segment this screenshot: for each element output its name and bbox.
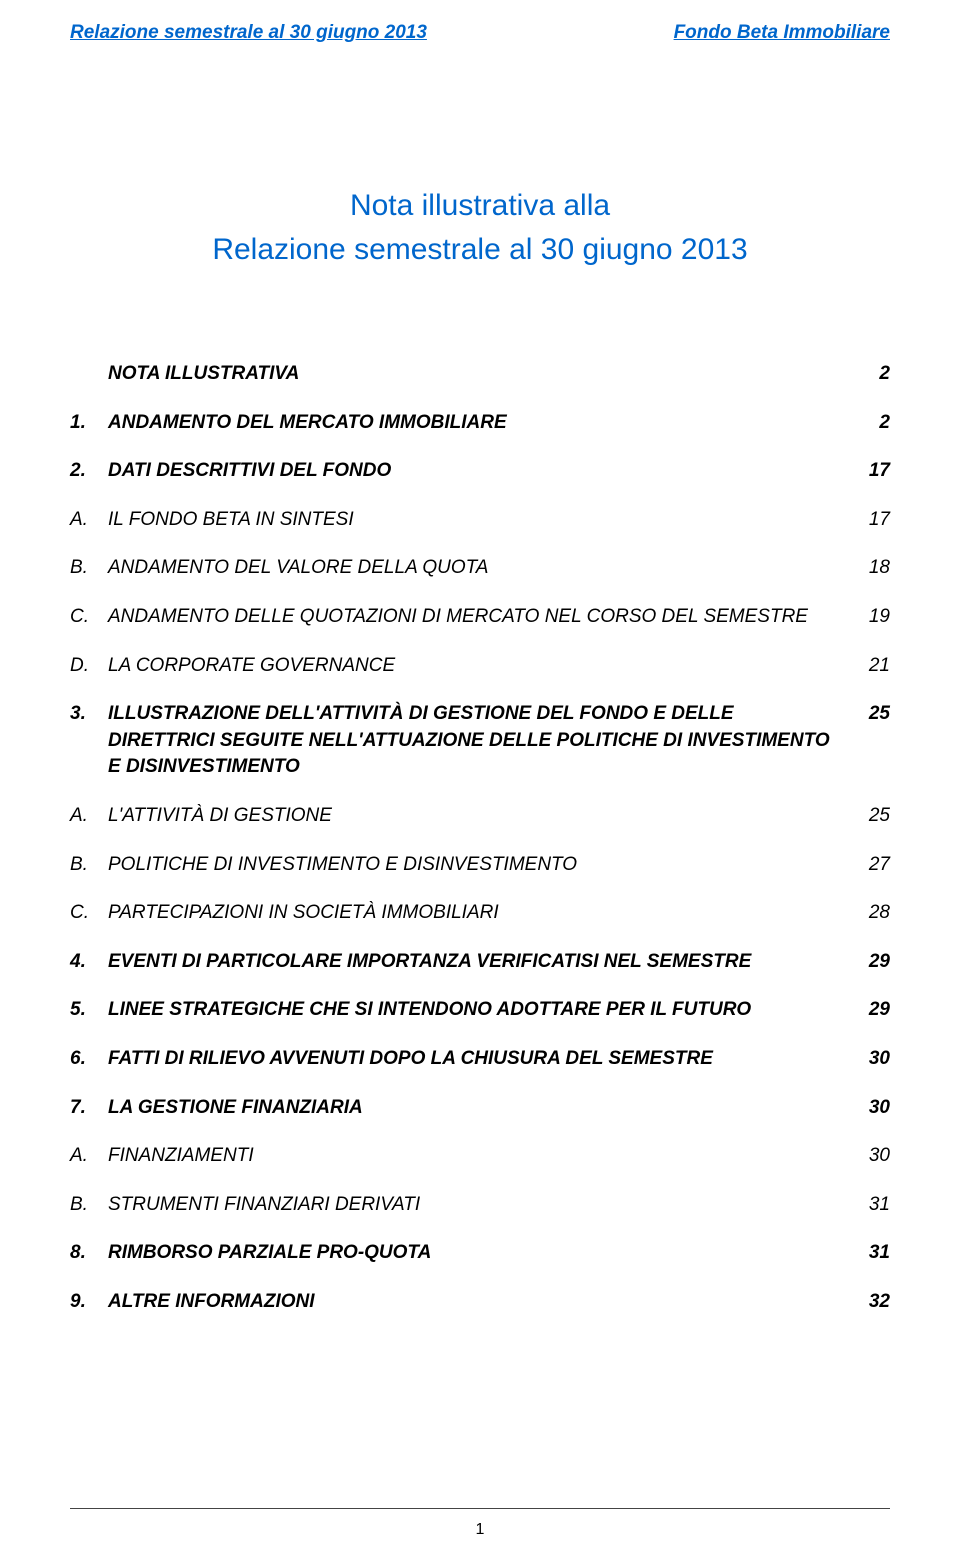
title-block: Nota illustrativa alla Relazione semestr…: [0, 184, 960, 271]
header-left: Relazione semestrale al 30 giugno 2013: [70, 22, 427, 44]
toc-marker: D.: [70, 653, 108, 680]
toc-page: 30: [850, 1095, 890, 1122]
toc-page: 18: [850, 555, 890, 582]
toc-marker: A.: [70, 507, 108, 534]
toc-page: 2: [850, 410, 890, 437]
toc-label: LA CORPORATE GOVERNANCE: [108, 653, 850, 680]
toc-label: ANDAMENTO DEL MERCATO IMMOBILIARE: [108, 410, 850, 437]
toc-marker: 3.: [70, 701, 108, 728]
toc-marker: B.: [70, 852, 108, 879]
page: Relazione semestrale al 30 giugno 2013 F…: [0, 0, 960, 1563]
toc-row: D.LA CORPORATE GOVERNANCE21: [70, 653, 890, 680]
header-right: Fondo Beta Immobiliare: [674, 22, 890, 44]
toc-label: IL FONDO BETA IN SINTESI: [108, 507, 850, 534]
toc-marker: 1.: [70, 410, 108, 437]
toc-label: FATTI DI RILIEVO AVVENUTI DOPO LA CHIUSU…: [108, 1046, 850, 1073]
toc-marker: B.: [70, 1192, 108, 1219]
toc-row: C.PARTECIPAZIONI IN SOCIETÀ IMMOBILIARI2…: [70, 900, 890, 927]
toc-marker: 4.: [70, 949, 108, 976]
toc-row: 5.LINEE STRATEGICHE CHE SI INTENDONO ADO…: [70, 997, 890, 1024]
toc-page: 31: [850, 1192, 890, 1219]
toc-label: NOTA ILLUSTRATIVA: [108, 361, 850, 388]
toc-marker: 6.: [70, 1046, 108, 1073]
toc-row: 6.FATTI DI RILIEVO AVVENUTI DOPO LA CHIU…: [70, 1046, 890, 1073]
toc-row: B.POLITICHE DI INVESTIMENTO E DISINVESTI…: [70, 852, 890, 879]
toc-page: 17: [850, 458, 890, 485]
toc-page: 31: [850, 1240, 890, 1267]
toc-label: LA GESTIONE FINANZIARIA: [108, 1095, 850, 1122]
toc-row: A.IL FONDO BETA IN SINTESI17: [70, 507, 890, 534]
toc-marker: 7.: [70, 1095, 108, 1122]
toc-label: LINEE STRATEGICHE CHE SI INTENDONO ADOTT…: [108, 997, 850, 1024]
toc-page: 27: [850, 852, 890, 879]
toc-row: 1.ANDAMENTO DEL MERCATO IMMOBILIARE2: [70, 410, 890, 437]
toc-row: A.L'ATTIVITÀ DI GESTIONE25: [70, 803, 890, 830]
toc-marker: B.: [70, 555, 108, 582]
toc-marker: 9.: [70, 1289, 108, 1316]
toc-marker: C.: [70, 900, 108, 927]
toc-row: 9.ALTRE INFORMAZIONI32: [70, 1289, 890, 1316]
toc-page: 30: [850, 1046, 890, 1073]
toc-page: 28: [850, 900, 890, 927]
toc-row: NOTA ILLUSTRATIVA2: [70, 361, 890, 388]
toc-label: ANDAMENTO DELLE QUOTAZIONI DI MERCATO NE…: [108, 604, 850, 631]
page-header: Relazione semestrale al 30 giugno 2013 F…: [0, 0, 960, 44]
toc-marker: A.: [70, 1143, 108, 1170]
toc-row: 7.LA GESTIONE FINANZIARIA30: [70, 1095, 890, 1122]
toc-row: B.STRUMENTI FINANZIARI DERIVATI31: [70, 1192, 890, 1219]
toc-label: FINANZIAMENTI: [108, 1143, 850, 1170]
toc-label: PARTECIPAZIONI IN SOCIETÀ IMMOBILIARI: [108, 900, 850, 927]
toc-label: ALTRE INFORMAZIONI: [108, 1289, 850, 1316]
toc-label: L'ATTIVITÀ DI GESTIONE: [108, 803, 850, 830]
toc-page: 29: [850, 949, 890, 976]
table-of-contents: NOTA ILLUSTRATIVA21.ANDAMENTO DEL MERCAT…: [0, 361, 960, 1315]
toc-page: 30: [850, 1143, 890, 1170]
toc-page: 25: [850, 803, 890, 830]
toc-label: DATI DESCRITTIVI DEL FONDO: [108, 458, 850, 485]
toc-page: 21: [850, 653, 890, 680]
toc-row: 3.ILLUSTRAZIONE DELL'ATTIVITÀ DI GESTION…: [70, 701, 890, 781]
toc-page: 17: [850, 507, 890, 534]
toc-page: 32: [850, 1289, 890, 1316]
toc-page: 2: [850, 361, 890, 388]
toc-row: 8.RIMBORSO PARZIALE PRO-QUOTA31: [70, 1240, 890, 1267]
toc-row: B.ANDAMENTO DEL VALORE DELLA QUOTA18: [70, 555, 890, 582]
page-footer: 1: [0, 1508, 960, 1539]
toc-row: 2.DATI DESCRITTIVI DEL FONDO17: [70, 458, 890, 485]
toc-page: 29: [850, 997, 890, 1024]
toc-label: EVENTI DI PARTICOLARE IMPORTANZA VERIFIC…: [108, 949, 850, 976]
toc-label: ANDAMENTO DEL VALORE DELLA QUOTA: [108, 555, 850, 582]
toc-marker: 5.: [70, 997, 108, 1024]
toc-page: 19: [850, 604, 890, 631]
toc-marker: A.: [70, 803, 108, 830]
title-line-2: Relazione semestrale al 30 giugno 2013: [70, 228, 890, 272]
title-line-1: Nota illustrativa alla: [70, 184, 890, 228]
toc-row: C.ANDAMENTO DELLE QUOTAZIONI DI MERCATO …: [70, 604, 890, 631]
toc-label: POLITICHE DI INVESTIMENTO E DISINVESTIME…: [108, 852, 850, 879]
toc-label: STRUMENTI FINANZIARI DERIVATI: [108, 1192, 850, 1219]
toc-page: 25: [850, 701, 890, 728]
page-number: 1: [70, 1521, 890, 1539]
toc-row: 4.EVENTI DI PARTICOLARE IMPORTANZA VERIF…: [70, 949, 890, 976]
footer-rule: [70, 1508, 890, 1509]
toc-marker: 2.: [70, 458, 108, 485]
toc-row: A.FINANZIAMENTI30: [70, 1143, 890, 1170]
toc-label: RIMBORSO PARZIALE PRO-QUOTA: [108, 1240, 850, 1267]
toc-label: ILLUSTRAZIONE DELL'ATTIVITÀ DI GESTIONE …: [108, 701, 850, 781]
toc-marker: C.: [70, 604, 108, 631]
toc-marker: 8.: [70, 1240, 108, 1267]
